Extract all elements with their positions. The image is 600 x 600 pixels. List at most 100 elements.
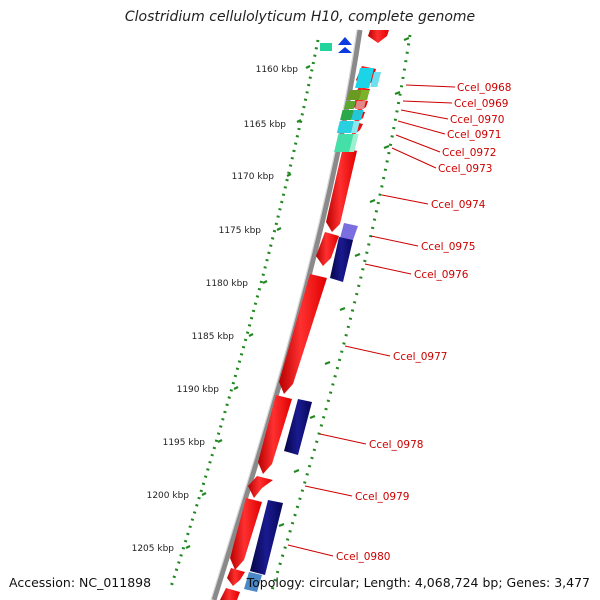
gene-label: Ccel_0980: [336, 551, 390, 563]
genome-backbone-highlight: [210, 29, 358, 600]
accession-text: Accession: NC_011898: [9, 575, 152, 590]
major-tick: [369, 198, 376, 204]
gene-block: [244, 572, 262, 592]
major-tick: [286, 173, 292, 177]
scale-label: 1175 kbp: [219, 226, 262, 236]
major-tick: [278, 522, 285, 528]
gene-arrow: [326, 147, 357, 232]
gene-block: [250, 500, 283, 575]
gene-arrow: [248, 476, 273, 498]
major-tick: [185, 545, 191, 549]
gene-arrow: [227, 568, 245, 586]
leader-line: [287, 544, 334, 557]
gene-feature-small: [320, 43, 332, 51]
major-tick: [293, 468, 300, 474]
gene-block: [343, 101, 356, 109]
gene-arrow: [258, 395, 292, 474]
major-tick: [403, 36, 410, 42]
scale-label: 1160 kbp: [256, 65, 299, 75]
major-tick: [233, 386, 239, 390]
inner-colored-cluster: [334, 68, 382, 152]
genome-backbone: [211, 29, 363, 600]
leader-line: [304, 485, 353, 497]
figure-title: Clostridium cellulolyticum H10, complete…: [124, 9, 476, 25]
genome-summary-text: Topology: circular; Length: 4,068,724 bp…: [246, 575, 590, 590]
leader-line: [319, 433, 367, 445]
forward-gene-track: [220, 30, 389, 600]
gene-label: Ccel_0979: [355, 491, 409, 503]
gene-block: [336, 121, 354, 133]
gene-label: Ccel_0971: [447, 129, 501, 141]
gene-arrow: [220, 588, 240, 600]
major-tick: [201, 492, 207, 496]
gene-block: [355, 68, 375, 88]
label-leader-lines: [287, 84, 456, 557]
gene-block: [347, 90, 362, 100]
gene-label: Ccel_0968: [457, 82, 511, 94]
major-tick: [354, 252, 361, 258]
major-tick: [324, 360, 331, 366]
scale-label: 1185 kbp: [192, 332, 235, 342]
leader-line: [405, 84, 456, 88]
major-tick: [217, 439, 223, 443]
leader-line: [364, 263, 412, 275]
major-tick: [248, 333, 254, 337]
gene-arrow: [279, 274, 327, 394]
gene-block: [334, 134, 355, 152]
scale-label: 1205 kbp: [132, 544, 175, 554]
top-small-features: [320, 37, 352, 53]
gene-label: Ccel_0978: [369, 439, 423, 451]
scale-label: 1165 kbp: [244, 120, 287, 130]
scale-labels: 1160 kbp 1165 kbp 1170 kbp 1175 kbp 1180…: [132, 65, 299, 554]
major-tick: [296, 119, 302, 123]
leader-line: [400, 109, 449, 120]
gene-block: [354, 101, 366, 109]
gene-label: Ccel_0974: [431, 199, 486, 211]
gene-labels: Ccel_0968 Ccel_0969 Ccel_0970 Ccel_0971 …: [336, 82, 511, 563]
gene-block: [340, 110, 354, 120]
reverse-gene-track: [244, 223, 358, 592]
gene-block: [351, 110, 364, 120]
gene-label: Ccel_0969: [454, 98, 508, 110]
major-tick: [262, 280, 268, 284]
gene-block: [284, 399, 312, 455]
gene-feature-small: [338, 47, 352, 53]
major-tick: [339, 306, 346, 312]
major-ticks: [185, 36, 410, 549]
gene-label: Ccel_0977: [393, 351, 447, 363]
leader-line: [391, 147, 437, 169]
gene-label: Ccel_0976: [414, 269, 469, 281]
major-tick: [309, 414, 316, 420]
major-tick: [383, 144, 390, 150]
gene-block: [359, 90, 370, 100]
gene-arrow: [316, 232, 339, 266]
leader-line: [402, 100, 453, 104]
scale-label: 1200 kbp: [147, 491, 190, 501]
scale-label: 1190 kbp: [177, 385, 220, 395]
major-tick: [305, 65, 311, 69]
gene-label: Ccel_0973: [438, 163, 492, 175]
scale-label: 1170 kbp: [232, 172, 275, 182]
leader-line: [344, 345, 391, 357]
leader-line: [370, 235, 419, 247]
gene-block: [330, 237, 353, 282]
gene-block: [350, 121, 360, 133]
gene-block: [370, 72, 382, 87]
leader-line: [395, 134, 441, 153]
leader-line: [381, 194, 429, 205]
gene-arrow: [368, 30, 389, 43]
gene-label: Ccel_0972: [442, 147, 496, 159]
gene-arrow: [230, 498, 262, 570]
scale-label: 1180 kbp: [206, 279, 249, 289]
gene-label: Ccel_0975: [421, 241, 475, 253]
major-tick: [394, 90, 401, 96]
gene-block: [349, 134, 359, 152]
gene-feature-small: [338, 37, 352, 45]
scale-label: 1195 kbp: [163, 438, 206, 448]
gene-block: [340, 223, 358, 240]
major-tick: [276, 227, 282, 231]
leader-line: [397, 120, 446, 135]
gene-label: Ccel_0970: [450, 114, 504, 126]
